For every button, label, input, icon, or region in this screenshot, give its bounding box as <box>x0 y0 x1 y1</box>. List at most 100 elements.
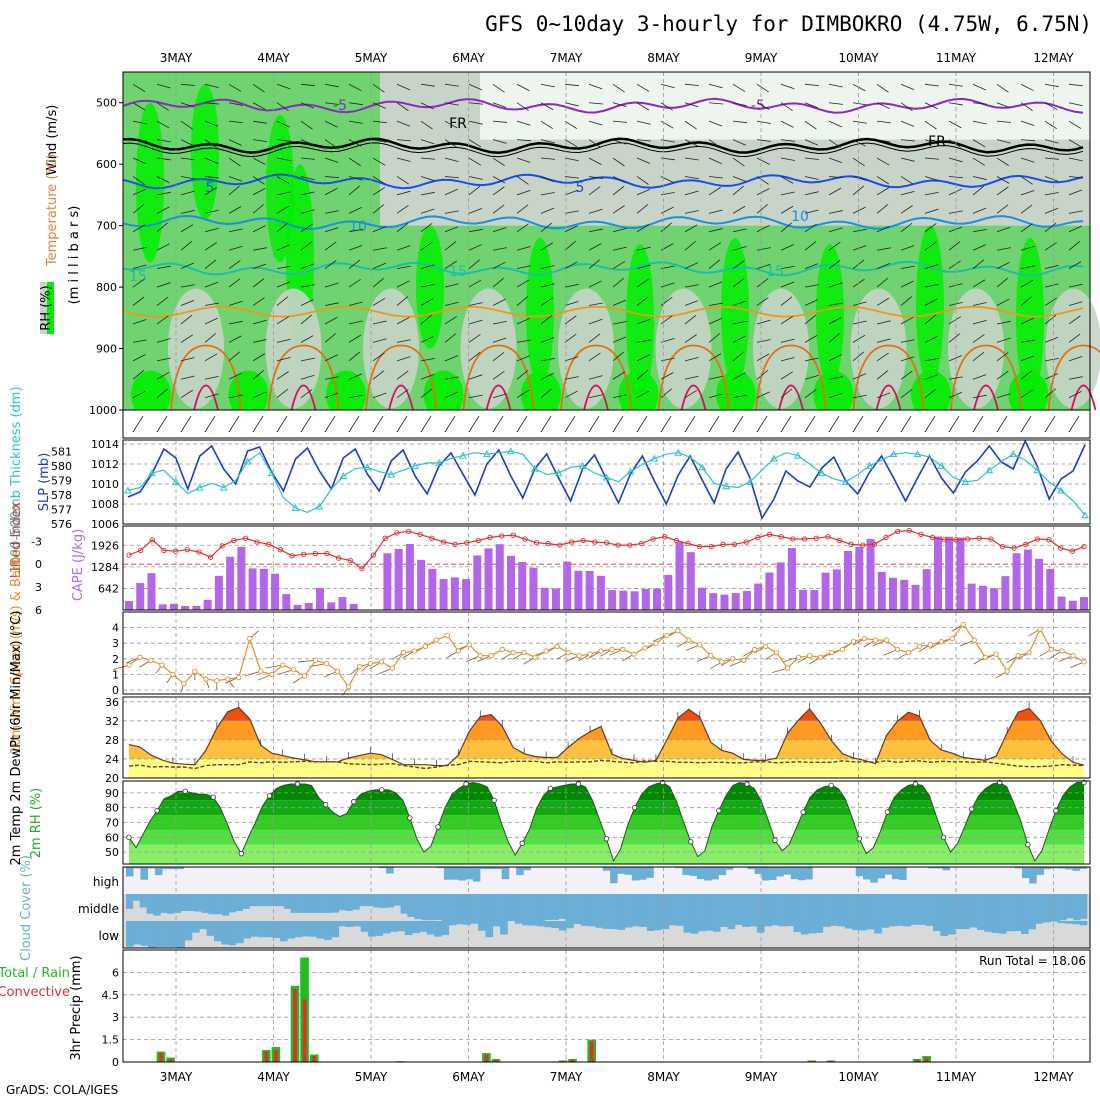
rh-legend-swatch-dry <box>40 282 47 334</box>
wind-barb <box>996 176 1010 184</box>
wind-barb <box>876 247 891 251</box>
surface-wind-barb <box>732 415 744 433</box>
li-point <box>953 537 959 543</box>
cloud-bar <box>378 867 387 869</box>
wind-barb <box>876 352 889 362</box>
cape-bar <box>259 568 268 610</box>
thickness-tick-label: 579 <box>51 474 72 487</box>
thickness-tick-label: 578 <box>51 489 72 502</box>
cloud-bar <box>908 894 916 921</box>
cloud-bar <box>784 894 793 921</box>
cape-bar <box>181 605 190 610</box>
wind-barb <box>300 299 314 306</box>
wind-barb <box>516 223 529 233</box>
wind-barb <box>636 102 650 111</box>
cloud-bar <box>808 921 816 934</box>
wind-barb <box>684 375 699 380</box>
wind-barb <box>924 120 937 130</box>
wind-barb <box>396 317 410 325</box>
cape-bar <box>169 603 178 610</box>
wind-barb <box>780 265 795 270</box>
precip-conv-bar <box>561 1060 565 1062</box>
rh-surface-moist <box>716 370 756 419</box>
cloud-bar <box>192 921 200 933</box>
li-tick-label: 0 <box>35 558 42 571</box>
wind-barb <box>780 281 795 288</box>
wind-barb <box>1044 242 1057 251</box>
wind-barb <box>732 372 746 380</box>
wind-barb <box>756 204 768 214</box>
wind-barb <box>948 120 962 129</box>
surface-wind-barb <box>1068 415 1080 433</box>
wind-barb <box>468 83 483 91</box>
thickness-point <box>1057 486 1065 494</box>
cloud-bar <box>1045 894 1053 921</box>
rh-surface-moist <box>618 370 659 419</box>
li-point <box>370 552 377 558</box>
wind-barb <box>804 389 817 399</box>
wind-barb <box>948 355 963 362</box>
wind-barb <box>1044 207 1059 214</box>
surface-wind-barb <box>492 415 504 433</box>
wind-barb <box>852 320 867 325</box>
rh-point <box>688 839 694 845</box>
wind-barb <box>756 157 770 165</box>
surface-wind-barb <box>276 415 288 433</box>
wind-barb <box>1068 390 1082 399</box>
cloud-bar <box>734 921 743 925</box>
wind-barb <box>564 283 579 288</box>
isotherm-warm <box>170 344 242 411</box>
li-point <box>219 543 225 549</box>
wind-barb <box>828 259 841 269</box>
cape-bar <box>1046 569 1055 610</box>
cape-bar <box>136 583 145 610</box>
wind-barb <box>540 242 554 251</box>
wind-barb <box>996 393 1011 399</box>
rh-surface-moist <box>326 370 366 419</box>
cape-bar <box>619 590 628 610</box>
wind-barb <box>1068 120 1082 129</box>
temp-tick-label: 32 <box>105 715 119 728</box>
rh-frame <box>122 780 1091 865</box>
wind-barb <box>132 188 146 196</box>
wind-barb <box>780 371 793 380</box>
li-point <box>347 557 353 564</box>
wind-barb <box>252 370 265 380</box>
cloud-bar <box>397 921 406 932</box>
wind-barb <box>348 373 363 380</box>
wind-barb <box>612 299 627 306</box>
wind-barb <box>876 225 891 233</box>
cloud-bar <box>688 894 697 921</box>
wind-speed-point <box>960 621 966 628</box>
wind-barb <box>204 242 217 251</box>
wind-barb <box>900 280 914 288</box>
wind-barb <box>444 316 457 325</box>
wind-barb <box>756 139 771 142</box>
isotherm-label: FR <box>449 116 467 132</box>
cloud-bar <box>689 867 698 876</box>
wind-barb <box>252 247 267 251</box>
wind-barb <box>276 296 289 306</box>
cloud-bar <box>877 867 885 879</box>
wind-barb <box>516 176 529 185</box>
li-point <box>196 549 202 555</box>
precip-conv-bar <box>273 1050 278 1062</box>
wind-barb <box>396 83 410 91</box>
wind-barb <box>468 244 482 251</box>
wind-barb <box>540 297 553 306</box>
ylabel-cloud-cover: Cloud Cover (%) <box>19 855 34 961</box>
wind-barb <box>636 369 648 380</box>
wind-barb <box>180 284 195 288</box>
rh-surface-moist <box>911 370 951 419</box>
wind-barb <box>684 334 697 343</box>
li-point <box>533 540 540 546</box>
wind-barb <box>900 120 915 127</box>
wind-speed-point <box>291 667 297 673</box>
wind-barb <box>972 207 987 214</box>
li-point <box>1081 543 1087 550</box>
wind-barb <box>300 357 315 362</box>
wind-barb <box>276 191 291 196</box>
rh-moist-plume <box>191 84 219 220</box>
run-total-label: Run Total = 18.06 <box>979 954 1086 968</box>
rh-point <box>238 850 245 857</box>
